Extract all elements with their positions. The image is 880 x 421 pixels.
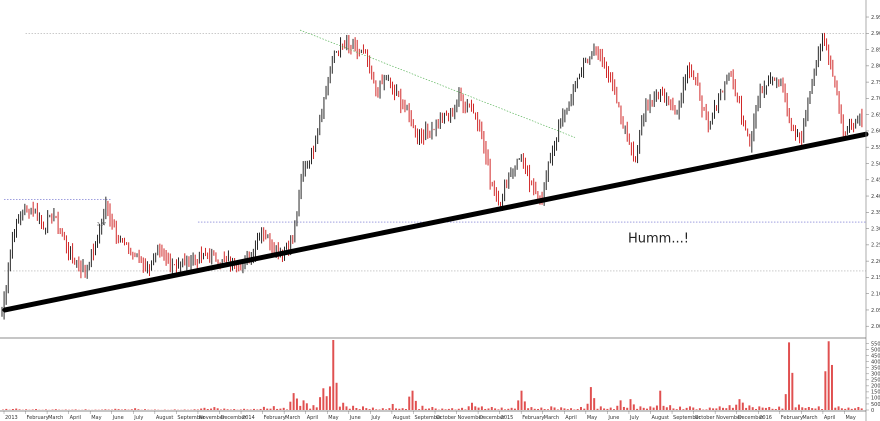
x-tick-label: May bbox=[587, 415, 597, 421]
volume-tick-label: 15000 bbox=[871, 390, 880, 396]
x-tick-label: 2016 bbox=[759, 415, 772, 421]
x-tick-label: February bbox=[27, 415, 49, 421]
y-tick-label: 2.45 bbox=[871, 178, 880, 184]
volume-tick-label: 45000 bbox=[871, 353, 880, 359]
x-tick-label: March bbox=[802, 415, 817, 421]
x-tick-label: September bbox=[177, 415, 206, 421]
x-tick-label: February bbox=[522, 415, 544, 421]
x-tick-label: July bbox=[133, 415, 143, 421]
y-tick-label: 2.80 bbox=[871, 64, 880, 70]
x-tick-label: June bbox=[112, 415, 124, 421]
y-tick-label: 2.10 bbox=[871, 291, 880, 297]
y-tick-label: 2.40 bbox=[871, 194, 880, 200]
x-tick-label: October bbox=[436, 415, 457, 421]
y-tick-label: 2.30 bbox=[871, 226, 880, 232]
x-tick-label: August bbox=[156, 415, 174, 421]
volume-tick-label: 35000 bbox=[871, 366, 880, 372]
x-tick-label: July bbox=[370, 415, 380, 421]
x-tick-label: June bbox=[607, 415, 619, 421]
volume-y-axis: 5500050000450004000035000300002500020000… bbox=[866, 341, 880, 414]
y-tick-label: 2.60 bbox=[871, 129, 880, 135]
y-tick-label: 2.05 bbox=[871, 308, 880, 314]
x-tick-label: 2014 bbox=[242, 415, 255, 421]
volume-tick-label: 40000 bbox=[871, 360, 880, 366]
y-tick-label: 2.35 bbox=[871, 210, 880, 216]
volume-tick-label: 50000 bbox=[871, 347, 880, 353]
volume-tick-label: 25000 bbox=[871, 378, 880, 384]
x-tick-label: November bbox=[716, 415, 743, 421]
x-tick-label: April bbox=[565, 415, 576, 421]
y-tick-label: 2.85 bbox=[871, 47, 880, 53]
down-trendline bbox=[299, 29, 576, 138]
x-tick-label: June bbox=[349, 415, 361, 421]
volume-tick-label: 20000 bbox=[871, 384, 880, 390]
x-tick-label: August bbox=[652, 415, 670, 421]
x-tick-label: March bbox=[285, 415, 300, 421]
y-tick-label: 2.25 bbox=[871, 243, 880, 249]
price-panel bbox=[1, 29, 869, 320]
volume-tick-label: 30000 bbox=[871, 372, 880, 378]
x-tick-label: December bbox=[738, 415, 765, 421]
y-tick-label: 2.15 bbox=[871, 275, 880, 281]
x-tick-label: March bbox=[48, 415, 63, 421]
x-tick-label: April bbox=[824, 415, 835, 421]
volume-tick-label: 0 bbox=[871, 408, 874, 414]
x-tick-label: April bbox=[307, 415, 318, 421]
x-axis: 2013 February March April May June July August S… bbox=[3, 411, 856, 421]
x-tick-label: March bbox=[544, 415, 559, 421]
x-tick-label: November bbox=[458, 415, 485, 421]
x-tick-label: February bbox=[264, 415, 286, 421]
x-tick-label: December bbox=[479, 415, 506, 421]
volume-tick-label: 10000 bbox=[871, 396, 880, 402]
volume-tick-label: 55000 bbox=[871, 341, 880, 347]
y-tick-label: 2.95 bbox=[871, 15, 880, 21]
volume-panel bbox=[2, 340, 863, 410]
x-tick-label: February bbox=[781, 415, 803, 421]
x-tick-label: July bbox=[629, 415, 639, 421]
annotation-humm: Humm...! bbox=[628, 231, 689, 246]
x-tick-label: September bbox=[673, 415, 702, 421]
x-tick-label: October bbox=[695, 415, 716, 421]
x-tick-label: 2015 bbox=[501, 415, 514, 421]
x-tick-label: May bbox=[91, 415, 101, 421]
x-tick-label: November bbox=[199, 415, 226, 421]
price-y-axis: 2.95 2.90 2.85 2.80 2.75 2.70 2.65 2.60 2.55 2.50… bbox=[866, 15, 880, 330]
y-tick-label: 2.75 bbox=[871, 80, 880, 86]
y-tick-label: 2.55 bbox=[871, 145, 880, 151]
annotation-price-label: 2.27 bbox=[97, 221, 106, 226]
y-tick-label: 2.65 bbox=[871, 112, 880, 118]
y-tick-label: 2.50 bbox=[871, 161, 880, 167]
x-tick-label: December bbox=[221, 415, 248, 421]
x-tick-label: May bbox=[328, 415, 338, 421]
x-tick-label: September bbox=[414, 415, 443, 421]
y-tick-label: 2.20 bbox=[871, 259, 880, 265]
x-tick-label: May bbox=[845, 415, 855, 421]
y-tick-label: 2.70 bbox=[871, 96, 880, 102]
x-tick-label: August bbox=[393, 415, 411, 421]
x-tick-label: April bbox=[70, 415, 81, 421]
y-tick-label: 2.90 bbox=[871, 31, 880, 37]
y-tick-label: 2.00 bbox=[871, 324, 880, 330]
x-tick-label: 2013 bbox=[5, 415, 18, 421]
support-trendline bbox=[2, 131, 869, 313]
